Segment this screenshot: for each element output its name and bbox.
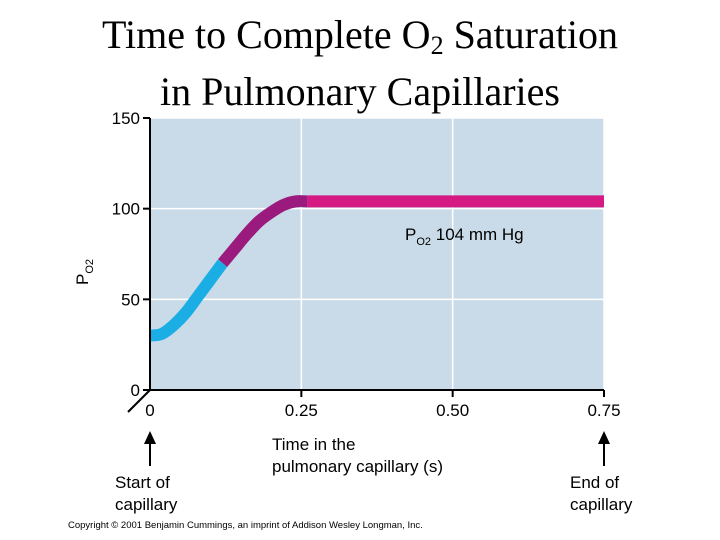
title-line-1-text: Time to Complete O (102, 12, 431, 57)
value-annotation: PO2 104 mm Hg (405, 225, 524, 248)
y-tick-label: 150 (112, 109, 140, 128)
title-line-1-tail: Saturation (443, 12, 618, 57)
y-axis-label-main: P (73, 274, 92, 285)
axis-origin-diagonal (127, 389, 151, 413)
end-label-line-1: End of (570, 473, 619, 492)
series-line-segment-1 (149, 259, 228, 342)
series-lines (149, 195, 604, 342)
x-tick-label: 0.25 (285, 401, 318, 420)
gridlines (150, 117, 605, 390)
x-axis-label-line-1: Time in the (272, 435, 355, 454)
title-line-2: in Pulmonary Capillaries (160, 69, 560, 114)
x-tick-label: 0 (145, 401, 154, 420)
y-axis-label: PO2 (73, 259, 96, 285)
y-tick-label: 100 (112, 200, 140, 219)
series-line-segment-2 (218, 195, 308, 267)
tick-labels: 0 50 100 150 0 0.25 0.50 0.75 (112, 109, 621, 420)
start-label-line-2: capillary (115, 495, 178, 514)
x-tick-label: 0.50 (436, 401, 469, 420)
annotation-sub: O2 (416, 236, 431, 248)
plot-area (150, 118, 604, 390)
y-tick-label: 50 (121, 290, 140, 309)
chart-title: Time to Complete O2 Saturation in Pulmon… (0, 12, 720, 115)
start-label-line-1: Start of (115, 473, 170, 492)
end-label-line-2: capillary (570, 495, 633, 514)
start-arrow (144, 431, 156, 466)
annotation-value: 104 mm Hg (431, 225, 524, 244)
x-axis-label-line-2: pulmonary capillary (s) (272, 457, 443, 476)
copyright-notice: Copyright © 2001 Benjamin Cummings, an i… (68, 520, 423, 531)
y-axis-label-sub: O2 (84, 259, 96, 274)
title-line-1: Time to Complete O2 Saturation (0, 12, 720, 69)
axes (127, 117, 605, 413)
x-tick-label: 0.75 (587, 401, 620, 420)
y-tick-label: 0 (131, 381, 140, 400)
end-arrow (598, 431, 610, 466)
annotation-main: P (405, 225, 416, 244)
title-subscript: 2 (430, 31, 444, 60)
